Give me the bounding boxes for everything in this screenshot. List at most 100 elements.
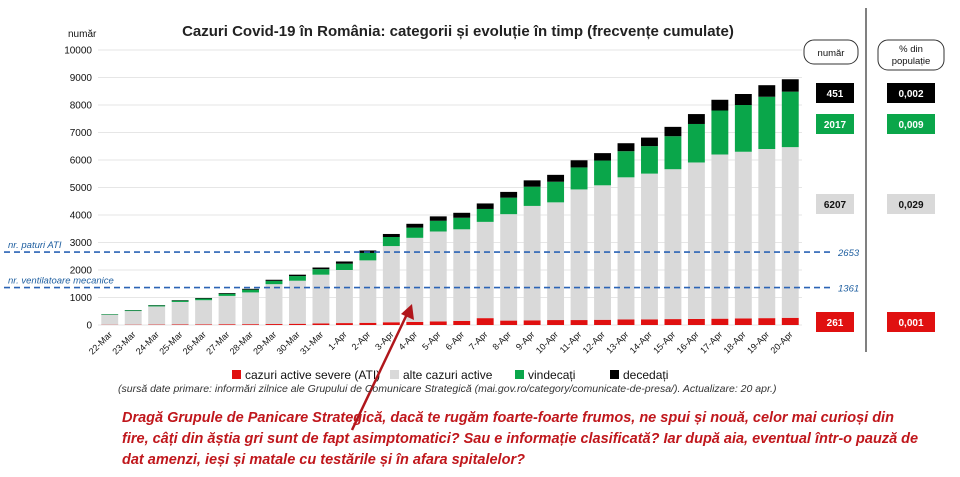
- x-tick-label: 4-Apr: [397, 329, 420, 352]
- bar-segment: [594, 153, 611, 161]
- number-header-box: [803, 39, 859, 65]
- bar-segment: [594, 160, 611, 186]
- bar-segment: [148, 305, 166, 307]
- x-tick-label: 30-Mar: [275, 329, 302, 356]
- y-tick-label: 4000: [70, 211, 93, 222]
- bar-segment: [664, 169, 682, 320]
- bar-segment: [242, 289, 259, 293]
- bar-segment: [265, 284, 283, 325]
- x-tick-label: 7-Apr: [467, 329, 490, 352]
- bar-segment: [312, 323, 330, 325]
- y-tick-label: 2000: [70, 266, 93, 277]
- bar-segment: [523, 320, 541, 325]
- x-tick-label: 28-Mar: [228, 329, 255, 356]
- bar-segment: [570, 160, 588, 168]
- bar-segment: [547, 320, 565, 325]
- x-axis-categories: 22-Mar23-Mar24-Mar25-Mar26-Mar27-Mar28-M…: [87, 329, 795, 356]
- bar-segment: [734, 94, 752, 105]
- x-tick-label: 25-Mar: [157, 329, 184, 356]
- y-tick-label: 9000: [70, 73, 93, 84]
- bar-segment: [711, 99, 729, 111]
- summary-percent: 0,009: [898, 120, 923, 131]
- summary-percent: 0,002: [898, 89, 923, 100]
- bar-segment: [500, 320, 518, 325]
- y-tick-label: 10000: [64, 46, 92, 57]
- bar-segment: [382, 237, 400, 247]
- bar-segment: [218, 293, 236, 294]
- bar-segment: [429, 231, 447, 322]
- bar-segment: [594, 185, 611, 320]
- bar-segment: [148, 306, 166, 325]
- bar-segment: [500, 197, 518, 215]
- bar-segment: [781, 317, 799, 325]
- bar-segment: [195, 297, 213, 299]
- bar-segment: [429, 216, 447, 221]
- x-tick-label: 16-Apr: [675, 329, 701, 355]
- bar-segment: [687, 162, 705, 319]
- summary-percent: 0,029: [898, 200, 923, 211]
- bar-segment: [124, 310, 142, 312]
- bar-segment: [335, 323, 353, 325]
- percent-header-box: [877, 39, 945, 71]
- x-tick-label: 11-Apr: [558, 329, 584, 355]
- x-tick-label: 12-Apr: [581, 329, 607, 355]
- bar-segment: [335, 270, 353, 324]
- bar-segment: [335, 261, 353, 264]
- bar-segment: [641, 146, 658, 174]
- summary-number-box: [816, 83, 854, 103]
- bar-segment: [289, 323, 306, 325]
- bar-segment: [312, 269, 330, 275]
- summary-percent-box: [887, 114, 935, 134]
- legend-swatch: [232, 370, 241, 379]
- bar-segment: [617, 177, 635, 320]
- bar-segment: [382, 246, 400, 323]
- y-tick-label: 1000: [70, 293, 93, 304]
- gridlines: [98, 49, 802, 326]
- x-tick-label: 20-Apr: [769, 329, 795, 355]
- bar-segment: [734, 318, 752, 325]
- bar-segment: [523, 205, 541, 321]
- bar-segment: [453, 229, 471, 321]
- bar-segment: [312, 267, 330, 270]
- legend-label: decedați: [623, 368, 668, 382]
- bar-segment: [758, 149, 776, 319]
- bar-segment: [617, 143, 635, 152]
- bar-segment: [476, 203, 494, 209]
- bar-segment: [523, 186, 541, 206]
- bar-segment: [547, 181, 565, 203]
- y-tick-label: 3000: [70, 238, 93, 249]
- bar-segment: [664, 319, 682, 325]
- bar-segment: [429, 321, 447, 325]
- bar-segment: [664, 126, 682, 137]
- reference-line-label: nr. paturi ATI: [8, 240, 62, 251]
- bar-segment: [781, 79, 799, 92]
- bar-segment: [242, 288, 259, 290]
- bar-segment: [171, 301, 189, 325]
- bar-segment: [711, 154, 729, 319]
- bar-segment: [781, 147, 799, 318]
- bar-segment: [195, 324, 213, 325]
- x-tick-label: 13-Apr: [604, 329, 630, 355]
- bar-segment: [265, 279, 283, 281]
- bar-segment: [500, 214, 518, 321]
- bar-segment: [570, 320, 588, 325]
- bar-segment: [641, 137, 658, 147]
- bar-segment: [734, 105, 752, 152]
- bar-segment: [711, 110, 729, 155]
- summary-number: 2017: [824, 120, 847, 131]
- x-tick-label: 3-Apr: [373, 329, 396, 352]
- y-tick-label: 0: [86, 321, 92, 332]
- x-tick-label: 17-Apr: [698, 329, 724, 355]
- x-tick-label: 1-Apr: [326, 329, 349, 352]
- summary-percent: 0,001: [898, 318, 923, 329]
- bar-segment: [476, 221, 494, 319]
- bar-segment: [218, 324, 236, 325]
- annotation-arrow: [350, 304, 414, 431]
- bar-segment: [406, 227, 424, 238]
- bar-segment: [453, 212, 471, 218]
- bar-segment: [101, 314, 119, 325]
- x-tick-label: 18-Apr: [722, 329, 748, 355]
- y-tick-label: 5000: [70, 183, 93, 194]
- bar-segment: [453, 320, 471, 325]
- bar-segment: [171, 300, 189, 302]
